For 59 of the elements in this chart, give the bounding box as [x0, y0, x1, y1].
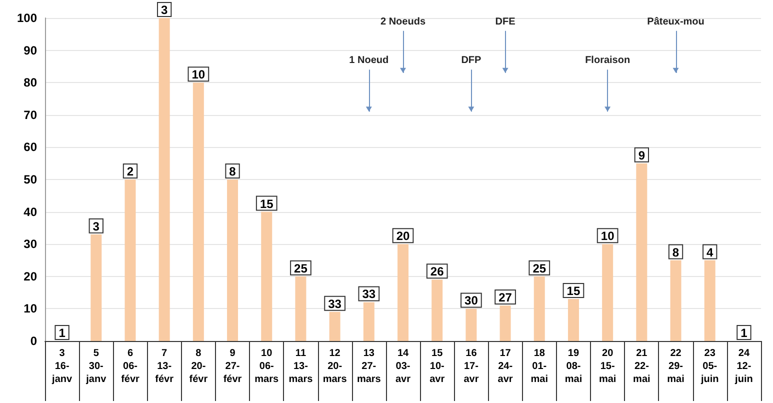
y-tick-label: 10	[24, 302, 38, 316]
annotation: 15	[260, 196, 274, 211]
annotation: 27	[498, 290, 512, 304]
x-tick-label: 3 16- janv	[51, 348, 72, 385]
y-tick-label: 60	[24, 140, 38, 154]
ref-line-label: 2 Noeuds	[380, 16, 426, 28]
y-tick-label: 50	[24, 172, 38, 186]
y-tick-label: 90	[24, 43, 38, 58]
x-tick-label: 5 30- janv	[85, 348, 107, 385]
x-tick-label: 14 03- avr	[395, 348, 411, 385]
annotation: 8	[672, 245, 680, 260]
ref-line-label: 1 Noeud	[349, 55, 389, 66]
x-tick-label: 22 29- mai	[667, 348, 685, 385]
ref-line-label: DFE	[495, 16, 516, 28]
x-tick-label: 16 17- avr	[464, 348, 479, 385]
ref-line-label: Floraison	[585, 55, 630, 66]
x-tick-label: 20 15- mai	[598, 348, 616, 385]
x-tick-label: 21 22- mai	[633, 348, 651, 385]
annotation: 8	[229, 164, 236, 178]
annotation: 10	[600, 229, 615, 244]
annotation: 10	[192, 68, 206, 82]
x-tick-label: 10 06- mars	[254, 348, 280, 385]
annotation: 25	[532, 261, 546, 276]
annotation: 15	[566, 284, 580, 298]
x-tick-label: 19 08- mai	[564, 348, 582, 385]
x-tick-label: 15 10- avr	[430, 348, 445, 385]
ref-line-label: Pâteux-mou	[647, 16, 704, 28]
y-tick-label: 100	[16, 11, 38, 25]
x-tick-label: 9 27- févr	[223, 348, 242, 385]
x-tick-label: 18 01- mai	[530, 348, 548, 385]
annotation: 1	[740, 326, 748, 340]
x-tick-label: 13 27- mars	[356, 348, 382, 385]
annotation: 20	[396, 229, 410, 244]
ref-line-label: DFP	[461, 55, 482, 66]
x-tick-label: 17 24- avr	[498, 348, 513, 385]
annotation: 3	[92, 219, 100, 234]
y-tick-label: 20	[24, 269, 38, 284]
y-tick-label: 0	[30, 334, 38, 348]
x-tick-label: 6 06- févr	[121, 348, 140, 385]
annotation: 9	[638, 148, 646, 162]
annotation: 30	[464, 294, 478, 308]
x-tick-label: 24 12- juin	[734, 348, 753, 385]
x-tick-label: 23 05- juin	[700, 348, 719, 385]
annotation: 4	[706, 245, 714, 260]
annotation: 25	[294, 261, 308, 276]
annotation: 2	[126, 164, 134, 178]
x-tick-label: 8 20- févr	[189, 348, 208, 385]
x-tick-label: 12 20- mars	[322, 348, 348, 385]
annotation: 3	[160, 3, 168, 17]
annotation: 33	[328, 296, 342, 311]
y-tick-label: 80	[24, 76, 38, 90]
annotation: 33	[362, 287, 376, 302]
y-tick-label: 70	[24, 108, 38, 122]
x-tick-label: 7 13- févr	[155, 348, 174, 385]
y-tick-label: 40	[24, 204, 38, 219]
y-tick-label: 30	[24, 237, 38, 252]
annotation: 1	[58, 326, 66, 340]
x-tick-label: 11 13- mars	[288, 348, 314, 385]
annotation: 26	[430, 264, 444, 279]
